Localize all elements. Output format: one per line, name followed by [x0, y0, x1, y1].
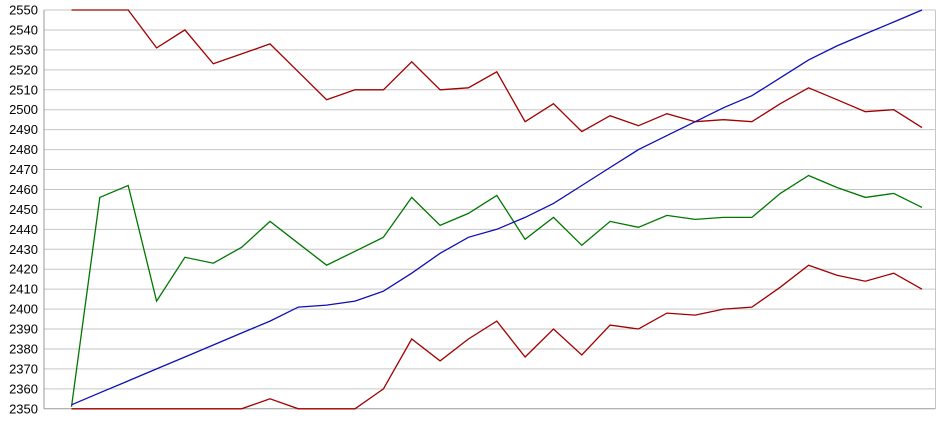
y-axis-label: 2490	[9, 122, 38, 137]
gridlines-group	[44, 9, 936, 410]
series-line-upper-dark-red	[71, 9, 923, 133]
series-line-blue	[71, 9, 923, 406]
y-axis-label: 2470	[9, 162, 38, 177]
y-axis-label: 2360	[9, 381, 38, 396]
series-lines-group	[70, 9, 923, 410]
y-axis-label: 2510	[9, 82, 38, 97]
y-axis-label: 2430	[9, 242, 38, 257]
y-axis-label: 2550	[9, 3, 38, 18]
y-axis-label: 2480	[9, 142, 38, 157]
y-axis-label: 2370	[9, 361, 38, 376]
y-axis-label: 2350	[9, 401, 38, 416]
axes-group	[43, 10, 936, 409]
y-axis-label: 2410	[9, 282, 38, 297]
y-axis-label: 2520	[9, 62, 38, 77]
y-axis-label: 2540	[9, 22, 38, 37]
y-axis-label: 2390	[9, 322, 38, 337]
y-axis-label: 2400	[9, 302, 38, 317]
y-axis-label: 2530	[9, 42, 38, 57]
y-axis-label: 2420	[9, 262, 38, 277]
y-axis-label: 2460	[9, 182, 38, 197]
y-axis-label: 2500	[9, 102, 38, 117]
y-axis-label: 2450	[9, 202, 38, 217]
series-line-green	[70, 174, 923, 407]
y-axis-label: 2440	[9, 222, 38, 237]
y-axis-label: 2380	[9, 341, 38, 356]
series-line-lower-dark-red	[71, 264, 923, 410]
y-axis-labels-group: 2350 2360 2370 2380 2390 2400 2410 2420 2430 2440…	[9, 3, 38, 417]
